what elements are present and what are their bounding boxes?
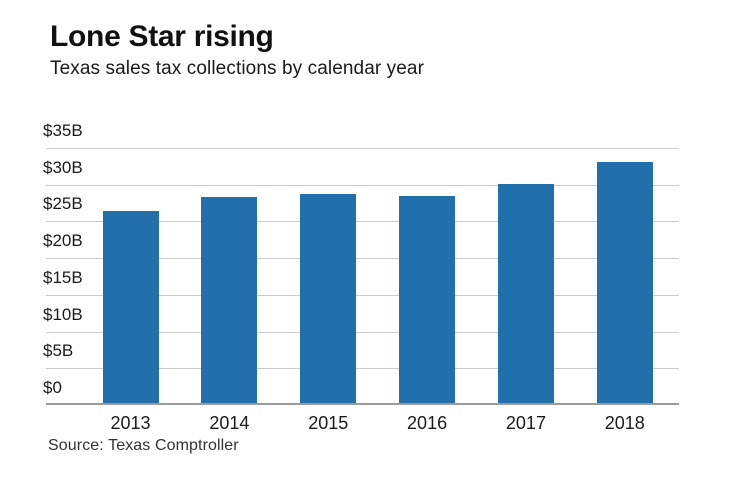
- gridline-15: [46, 294, 679, 296]
- y-axis-tick-label-10: $10B: [43, 304, 83, 324]
- source-text: Source: Texas Comptroller: [48, 437, 239, 454]
- bar-2017: [497, 184, 554, 403]
- bar-2018: [596, 162, 653, 403]
- x-axis-tick-label-2016: 2016: [407, 413, 448, 433]
- bar-2013: [102, 210, 159, 403]
- y-axis-tick-label-5: $5B: [43, 341, 74, 361]
- x-axis-tick-label-2015: 2015: [308, 413, 349, 433]
- y-axis-tick-label-25: $25B: [43, 194, 83, 214]
- bar-2016: [399, 195, 456, 403]
- plot-area: $0 $5B $10B $15B $20B $25B $30B $35B 2013 2014 201…: [43, 121, 679, 433]
- chart-title: Lone Star rising: [50, 20, 274, 53]
- gridline-25: [46, 221, 679, 223]
- y-axis-tick-label-30: $30B: [43, 157, 83, 177]
- bar-2015: [300, 193, 357, 403]
- y-axis-tick-label-15: $15B: [43, 267, 83, 287]
- gridline-20: [46, 258, 679, 260]
- gridline-5: [46, 368, 679, 370]
- chart-subtitle: Texas sales tax collections by calendar …: [50, 58, 425, 79]
- y-axis-tick-label-35: $35B: [43, 121, 83, 140]
- chart-header: Lone Star rising Texas sales tax collect…: [50, 20, 424, 80]
- gridline-30: [46, 184, 679, 186]
- x-axis-tick-label-2017: 2017: [505, 413, 546, 433]
- gridline-35: [46, 148, 679, 149]
- x-axis-tick-label-2014: 2014: [209, 413, 250, 433]
- x-axis-tick-label-2018: 2018: [604, 413, 645, 433]
- x-axis-tick-label-2013: 2013: [110, 413, 151, 433]
- bar-2014: [201, 197, 258, 403]
- y-axis-tick-label-20: $20B: [43, 231, 83, 251]
- gridline-10: [46, 331, 679, 333]
- y-axis-tick-label-0: $0: [43, 378, 62, 397]
